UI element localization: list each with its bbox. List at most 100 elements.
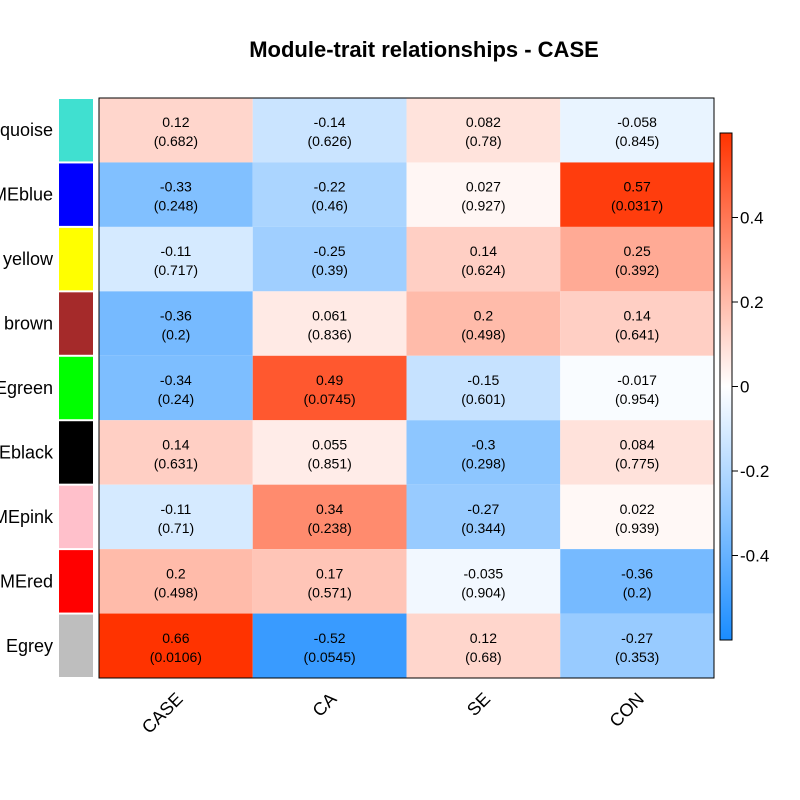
heatmap-cell: [99, 613, 253, 678]
heatmap-cell: [406, 613, 561, 678]
cell-correlation-label: -0.11: [160, 501, 191, 517]
column-label: CA: [309, 689, 341, 721]
module-color-bar: [59, 163, 93, 226]
heatmap-cell: [252, 549, 407, 614]
heatmap-cell: [99, 98, 253, 163]
row-labels: quoise MEblue yellow brown Egreen Eblack MEpin…: [0, 120, 54, 656]
cell-correlation-label: 0.084: [620, 436, 655, 452]
heatmap-cells: 0.12 (0.682) -0.14 (0.626) 0.082 (0.78) -0.058…: [99, 98, 714, 678]
cell-correlation-label: 0.2: [474, 308, 494, 324]
cell-correlation-label: 0.022: [620, 501, 655, 517]
plot-frame: [98, 97, 715, 679]
heatmap-cell: [560, 162, 714, 227]
heatmap-cell: [560, 549, 714, 614]
cell-pvalue-label: (0.39): [311, 262, 348, 278]
heatmap-cell: [560, 98, 714, 163]
heatmap-cell: [406, 484, 561, 550]
cell-correlation-label: -0.058: [617, 114, 657, 130]
row-label: MEred: [0, 571, 53, 591]
cell-pvalue-label: (0.344): [461, 520, 505, 536]
column-labels: CASE CA SE CON: [138, 689, 648, 738]
cell-pvalue-label: (0.353): [615, 649, 659, 665]
cell-pvalue-label: (0.248): [154, 198, 198, 214]
row-label: Egrey: [6, 636, 53, 656]
cell-pvalue-label: (0.0745): [304, 391, 356, 407]
heatmap-cell: [252, 484, 407, 550]
heatmap-cell: [99, 355, 253, 421]
cell-correlation-label: 0.49: [316, 372, 343, 388]
colorbar-tick-label: 0: [740, 378, 749, 397]
cell-correlation-label: -0.14: [314, 114, 346, 130]
column-label: CASE: [138, 689, 187, 738]
cell-correlation-label: 0.17: [316, 565, 343, 581]
cell-correlation-label: -0.017: [617, 372, 657, 388]
colorbar-tick-label: -0.2: [740, 462, 769, 481]
heatmap-cell: [252, 355, 407, 421]
cell-pvalue-label: (0.626): [307, 133, 351, 149]
cell-pvalue-label: (0.624): [461, 262, 505, 278]
colorbar-legend: 0.4 0.2 0 -0.2 -0.4: [719, 132, 769, 641]
module-color-bar: [59, 227, 93, 291]
heatmap-cell: [406, 98, 561, 163]
cell-correlation-label: 0.14: [470, 243, 497, 259]
module-color-bar: [59, 421, 93, 484]
heatmap-cell: [99, 549, 253, 614]
cell-pvalue-label: (0.717): [154, 262, 198, 278]
cell-correlation-label: 0.34: [316, 501, 343, 517]
row-label: MEblue: [0, 185, 53, 205]
cell-pvalue-label: (0.68): [465, 649, 502, 665]
module-color-bar: [59, 356, 93, 420]
cell-pvalue-label: (0.641): [615, 327, 659, 343]
cell-correlation-label: 0.12: [470, 630, 497, 646]
cell-correlation-label: -0.11: [160, 243, 191, 259]
module-color-bar: [59, 485, 93, 549]
cell-correlation-label: 0.25: [624, 243, 651, 259]
cell-pvalue-label: (0.392): [615, 262, 659, 278]
cell-pvalue-label: (0.904): [461, 584, 505, 600]
heatmap-cell: [560, 291, 714, 356]
heatmap-cell: [406, 355, 561, 421]
cell-pvalue-label: (0.71): [158, 520, 195, 536]
cell-pvalue-label: (0.298): [461, 455, 505, 471]
cell-pvalue-label: (0.775): [615, 455, 659, 471]
cell-pvalue-label: (0.939): [615, 520, 659, 536]
cell-pvalue-label: (0.0545): [304, 649, 356, 665]
cell-correlation-label: 0.027: [466, 179, 501, 195]
cell-pvalue-label: (0.24): [158, 391, 195, 407]
colorbar-gradient: [719, 132, 733, 641]
cell-pvalue-label: (0.631): [154, 455, 198, 471]
cell-pvalue-label: (0.46): [311, 198, 348, 214]
colorbar-tick-label: -0.4: [740, 547, 769, 566]
cell-correlation-label: -0.27: [621, 630, 653, 646]
module-color-bar: [59, 550, 93, 613]
cell-correlation-label: -0.035: [464, 565, 504, 581]
cell-pvalue-label: (0.851): [307, 455, 351, 471]
cell-correlation-label: -0.33: [160, 179, 192, 195]
heatmap-cell: [406, 226, 561, 292]
cell-correlation-label: 0.14: [624, 308, 651, 324]
colorbar-tick-label: 0.4: [740, 209, 764, 228]
heatmap-cell: [252, 226, 407, 292]
cell-pvalue-label: (0.78): [465, 133, 502, 149]
module-color-bar: [59, 292, 93, 355]
heatmap-cell: [252, 613, 407, 678]
cell-correlation-label: -0.52: [314, 630, 346, 646]
cell-pvalue-label: (0.0106): [150, 649, 202, 665]
column-label: CON: [606, 689, 648, 731]
cell-pvalue-label: (0.927): [461, 198, 505, 214]
heatmap-cell: [252, 291, 407, 356]
heatmap-cell: [560, 484, 714, 550]
row-label: quoise: [0, 120, 53, 140]
row-label: Eblack: [0, 442, 54, 462]
cell-correlation-label: -0.15: [467, 372, 499, 388]
cell-pvalue-label: (0.498): [461, 327, 505, 343]
module-color-bar: [59, 614, 93, 677]
cell-correlation-label: 0.57: [624, 179, 651, 195]
cell-correlation-label: -0.27: [467, 501, 499, 517]
cell-correlation-label: 0.082: [466, 114, 501, 130]
column-label: SE: [463, 689, 494, 720]
cell-pvalue-label: (0.238): [307, 520, 351, 536]
heatmap-cell: [252, 98, 407, 163]
heatmap-cell: [406, 420, 561, 485]
